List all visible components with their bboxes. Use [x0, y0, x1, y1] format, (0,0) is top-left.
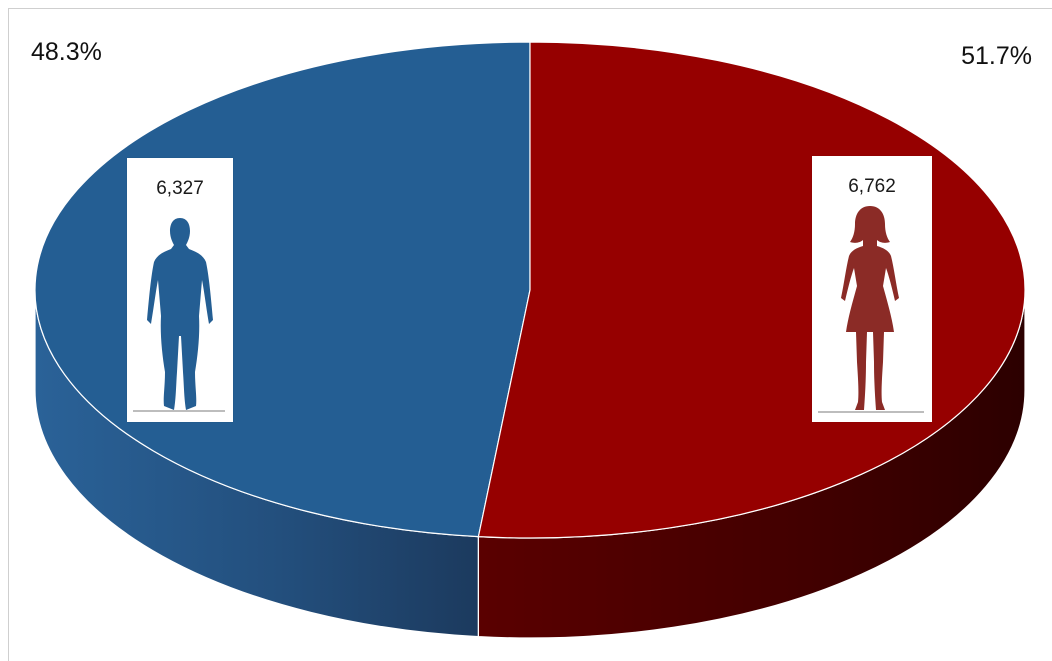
male-value-label: 6,327 [156, 178, 204, 199]
female-value-label: 6,762 [848, 176, 896, 197]
male-silhouette-icon [133, 218, 225, 412]
slice-percent-label-male: 48.3% [31, 38, 102, 66]
female-value-card: 6,762 [812, 156, 932, 422]
slice-percent-label-female: 51.7% [961, 42, 1032, 70]
male-value-card: 6,327 [127, 158, 233, 422]
female-silhouette-icon [818, 206, 924, 413]
